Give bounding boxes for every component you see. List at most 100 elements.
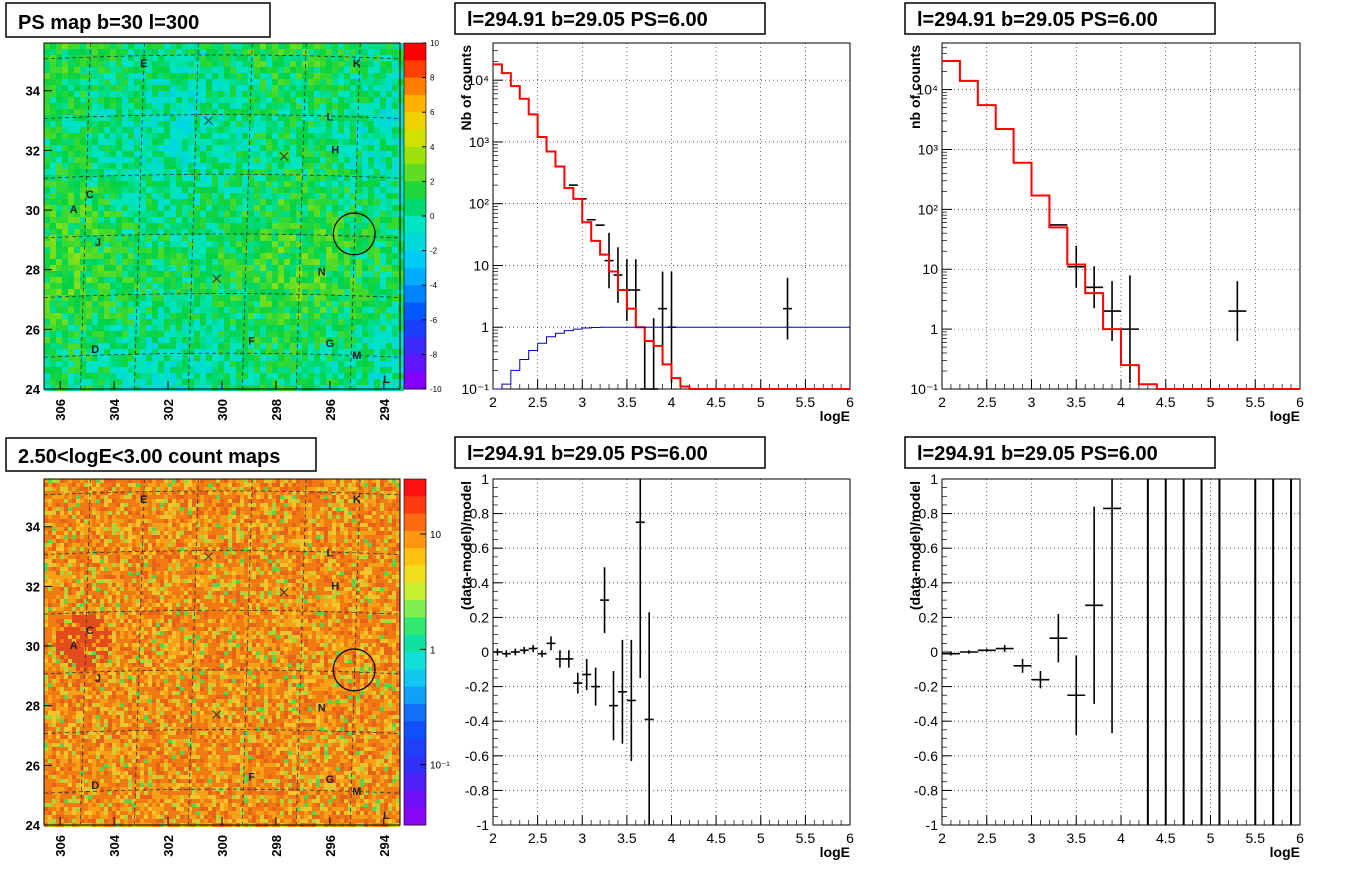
data-point — [555, 650, 565, 668]
x-tick-label: 294 — [377, 834, 392, 856]
source-label: H — [331, 144, 339, 156]
model-histogram — [942, 60, 1300, 390]
source-label: M — [352, 786, 361, 798]
colorbar-cell — [404, 250, 426, 269]
colorbar-cell — [404, 267, 426, 286]
grid-line-lon — [295, 42, 307, 390]
x-tick-label: 5 — [757, 394, 765, 410]
source-label: K — [353, 58, 361, 70]
grid-line-lon — [349, 42, 361, 390]
grid-line-lon — [133, 42, 145, 390]
colorbar-cell — [404, 60, 426, 79]
x-tick-label: 2 — [938, 830, 946, 846]
colorbar-cell — [404, 634, 426, 653]
data-point — [1228, 281, 1247, 342]
y-tick-label: -0.4 — [465, 713, 489, 729]
y-tick-label: 30 — [26, 203, 40, 218]
colorbar-tick-label: 0 — [430, 212, 435, 221]
colorbar-cell — [404, 530, 426, 549]
cross-marker-icon — [204, 552, 213, 561]
cross-marker-icon — [279, 151, 289, 161]
source-label: H — [331, 580, 339, 592]
colorbar-cell — [404, 496, 426, 515]
heatmap-cells — [44, 479, 400, 827]
x-tick-label: 4.5 — [1156, 394, 1176, 410]
x-tick-label: 4.5 — [706, 394, 726, 410]
colorbar-cell — [404, 617, 426, 636]
y-tick-label: -1 — [477, 817, 490, 833]
source-label: A — [70, 204, 78, 216]
grid — [493, 479, 850, 825]
colorbar-cell — [404, 773, 426, 791]
data-point — [537, 650, 547, 658]
circle-marker-icon — [332, 648, 376, 692]
panel-count-map: 2.50<logE<3.00 count maps 306 304 302 300 298… — [5, 437, 450, 857]
y-tick-label: 0.4 — [919, 575, 939, 591]
colorbar-cell — [404, 738, 426, 757]
source-label: J — [95, 673, 101, 685]
colorbar-cell — [404, 146, 426, 165]
colorbar-cell — [404, 790, 426, 809]
source-label: K — [353, 494, 361, 506]
source-label: A — [70, 640, 78, 652]
x-tick-label: 4 — [668, 830, 676, 846]
chart-title: l=294.91 b=29.05 PS=6.00 — [467, 9, 708, 31]
x-tick-label: 300 — [215, 399, 230, 421]
coordinate-grid — [43, 478, 401, 826]
colorbar-cell — [404, 164, 426, 182]
y-tick-label: 0.2 — [470, 609, 490, 625]
data-point — [1085, 266, 1104, 309]
y-tick-label: 24 — [26, 382, 41, 397]
data-point — [1067, 245, 1086, 288]
title-box — [904, 2, 1216, 35]
coordinate-grid — [43, 42, 401, 390]
data-point — [617, 639, 627, 744]
data-point — [942, 652, 960, 656]
x-tick-label: 300 — [215, 835, 230, 857]
data-point — [626, 639, 636, 761]
y-tick-label: 10⁴ — [467, 72, 489, 88]
colorbar-cell — [404, 721, 426, 739]
x-tick-label: 6 — [846, 830, 854, 846]
data-point — [546, 636, 556, 651]
colorbar-cell — [404, 216, 426, 234]
colorbar-cell — [404, 565, 426, 584]
colorbar-cell — [404, 755, 426, 774]
colorbar-cell — [404, 285, 426, 303]
colorbar-cell — [404, 686, 426, 705]
title-box — [454, 2, 766, 35]
chart-title: l=294.91 b=29.05 PS=6.00 — [917, 443, 1158, 465]
colorbar-cell — [404, 319, 426, 338]
colorbar-cell — [404, 354, 426, 373]
grid-line-lat — [43, 490, 401, 496]
title-box — [904, 436, 1216, 469]
y-tick-label: 10² — [918, 201, 939, 217]
data-point — [959, 650, 978, 654]
colorbar-cell — [404, 669, 426, 688]
grid-line-lat — [43, 550, 401, 555]
y-tick-label: 0 — [481, 644, 489, 660]
x-axis-label: logE — [820, 408, 850, 424]
colorbar-cell — [404, 652, 426, 670]
grid-line-lon — [80, 42, 91, 390]
grid-line-lon — [241, 478, 253, 826]
x-tick-label: 6 — [846, 394, 854, 410]
x-tick-label: 5 — [1207, 394, 1215, 410]
x-tick-label: 5.5 — [1246, 394, 1266, 410]
y-tick-label: -0.8 — [914, 782, 938, 798]
data-point — [519, 646, 529, 654]
colorbar-tick-label: 6 — [430, 108, 435, 117]
y-tick-label: -0.6 — [465, 748, 489, 764]
panel-spectrum-1: l=294.91 b=29.05 PS=6.00 2 2.5 3 3.5 4 4.5 5 5.5… — [454, 2, 854, 424]
x-tick-label: 2 — [938, 394, 946, 410]
y-tick-label: -0.2 — [465, 679, 489, 695]
x-axis-label: logE — [1270, 844, 1300, 860]
data-point — [528, 645, 538, 652]
chart-title: l=294.91 b=29.05 PS=6.00 — [467, 443, 708, 465]
colorbar-tick-label: -10 — [430, 385, 442, 394]
grid-line-lon — [295, 478, 307, 826]
colorbar-cell — [404, 548, 426, 566]
y-tick-label: 34 — [26, 84, 41, 99]
model-histogram — [493, 63, 850, 390]
y-tick-label: 24 — [26, 818, 41, 833]
